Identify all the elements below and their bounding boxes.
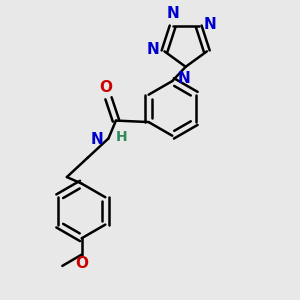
Text: N: N <box>178 71 190 86</box>
Text: O: O <box>75 256 88 271</box>
Text: N: N <box>146 42 159 57</box>
Text: N: N <box>166 6 179 21</box>
Text: N: N <box>204 17 217 32</box>
Text: H: H <box>116 130 127 144</box>
Text: N: N <box>90 132 103 147</box>
Text: O: O <box>100 80 112 95</box>
